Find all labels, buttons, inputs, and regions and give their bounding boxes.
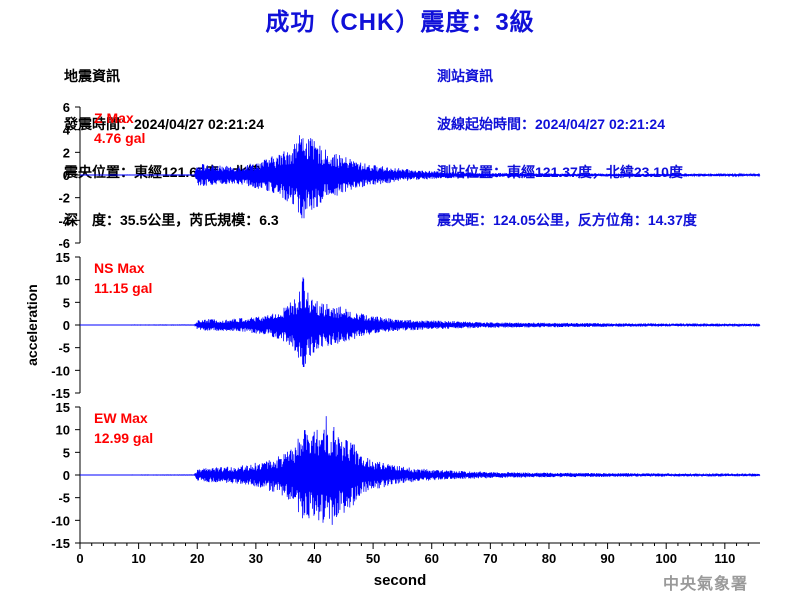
max-value-z: 4.76 gal [94, 130, 145, 146]
y-tick-label: -15 [51, 386, 70, 401]
y-tick-label: 15 [56, 250, 70, 265]
station-info-heading: 測站資訊 [437, 68, 493, 84]
waveform-z [79, 135, 761, 219]
max-label-ns: NS Max [94, 260, 145, 276]
max-label-z: Z Max [94, 110, 134, 126]
y-tick-label: -10 [51, 363, 70, 378]
waveform-ns [79, 277, 761, 368]
y-tick-label: -4 [58, 213, 70, 228]
x-axis-label: second [374, 572, 427, 589]
y-tick-label: 6 [63, 100, 70, 115]
y-tick-label: 4 [63, 123, 71, 138]
y-tick-label: -5 [58, 341, 70, 356]
y-tick-label: 0 [63, 468, 70, 483]
x-tick-label: 70 [483, 551, 497, 566]
x-tick-label: 100 [655, 551, 677, 566]
y-tick-label: -10 [51, 513, 70, 528]
chart-title: 成功（CHK）震度：3級 [265, 9, 535, 36]
y-tick-label: 5 [63, 295, 70, 310]
quake-info-heading: 地震資訊 [64, 68, 120, 84]
y-tick-label: 2 [63, 145, 70, 160]
x-tick-label: 80 [542, 551, 556, 566]
y-tick-label: -5 [58, 491, 70, 506]
y-tick-label: 0 [63, 168, 70, 183]
x-tick-label: 110 [714, 551, 735, 566]
agency-watermark: 中央氣象署 [662, 574, 748, 593]
station-info-panel: 測站資訊 波線起始時間：2024/04/27 02:21:24 測站位置：東經1… [437, 36, 697, 244]
max-value-ew: 12.99 gal [94, 430, 153, 446]
x-tick-label: 40 [307, 551, 321, 566]
origin-time: 發震時間：2024/04/27 02:21:24 [64, 116, 264, 132]
x-tick-label: 10 [131, 551, 145, 566]
y-tick-label: 0 [63, 318, 70, 333]
epicentral-distance: 震央距：124.05公里，反方位角：14.37度 [437, 212, 697, 228]
y-tick-label: 15 [56, 400, 70, 415]
y-tick-label: -6 [58, 236, 70, 251]
y-tick-label: -15 [51, 536, 70, 551]
depth-magnitude: 深 度：35.5公里，芮氏規模：6.3 [64, 212, 279, 228]
x-tick-label: 60 [424, 551, 438, 566]
y-tick-label: 5 [63, 445, 70, 460]
x-tick-label: 90 [600, 551, 614, 566]
wave-start-time: 波線起始時間：2024/04/27 02:21:24 [437, 116, 665, 132]
max-label-ew: EW Max [94, 410, 148, 426]
y-axis-label: acceleration [24, 284, 40, 366]
y-tick-label: 10 [56, 273, 70, 288]
waveform-ew [79, 416, 761, 525]
y-tick-label: 10 [56, 423, 70, 438]
x-tick-label: 30 [249, 551, 263, 566]
x-tick-label: 0 [76, 551, 83, 566]
max-value-ns: 11.15 gal [94, 280, 152, 296]
x-tick-label: 20 [190, 551, 204, 566]
y-tick-label: -2 [58, 191, 70, 206]
x-tick-label: 50 [366, 551, 380, 566]
